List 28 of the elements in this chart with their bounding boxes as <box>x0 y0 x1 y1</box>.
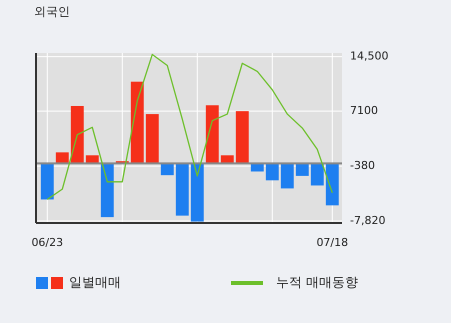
y-tick-label: -380 <box>350 159 375 172</box>
bar <box>236 111 249 164</box>
bar <box>40 163 54 200</box>
y-tick-label: 14,500 <box>350 50 388 63</box>
bar <box>56 152 69 164</box>
legend-label: 누적 매매동향 <box>276 276 358 291</box>
x-tick-label: 06/23 <box>31 236 64 250</box>
bar <box>70 106 84 164</box>
bar <box>266 163 279 180</box>
bar <box>296 163 309 176</box>
bar <box>100 163 114 218</box>
bar <box>206 105 219 164</box>
x-tick-label: 07/18 <box>316 236 348 250</box>
legend-item: 누적 매매동향 <box>231 276 358 291</box>
line-series <box>46 54 333 200</box>
chart-title: 외국인 <box>34 4 70 18</box>
bar <box>160 163 174 176</box>
legend-item: 일별매매 <box>36 276 121 291</box>
y-tick-label: 7100 <box>350 104 378 118</box>
bar <box>280 163 294 188</box>
bar <box>326 163 339 206</box>
bar <box>176 163 189 216</box>
legend-label: 일별매매 <box>69 276 121 291</box>
bar <box>310 163 324 186</box>
bar <box>190 163 204 222</box>
bar <box>130 82 144 164</box>
y-tick-label: -7,820 <box>350 214 386 227</box>
bar <box>146 114 159 164</box>
